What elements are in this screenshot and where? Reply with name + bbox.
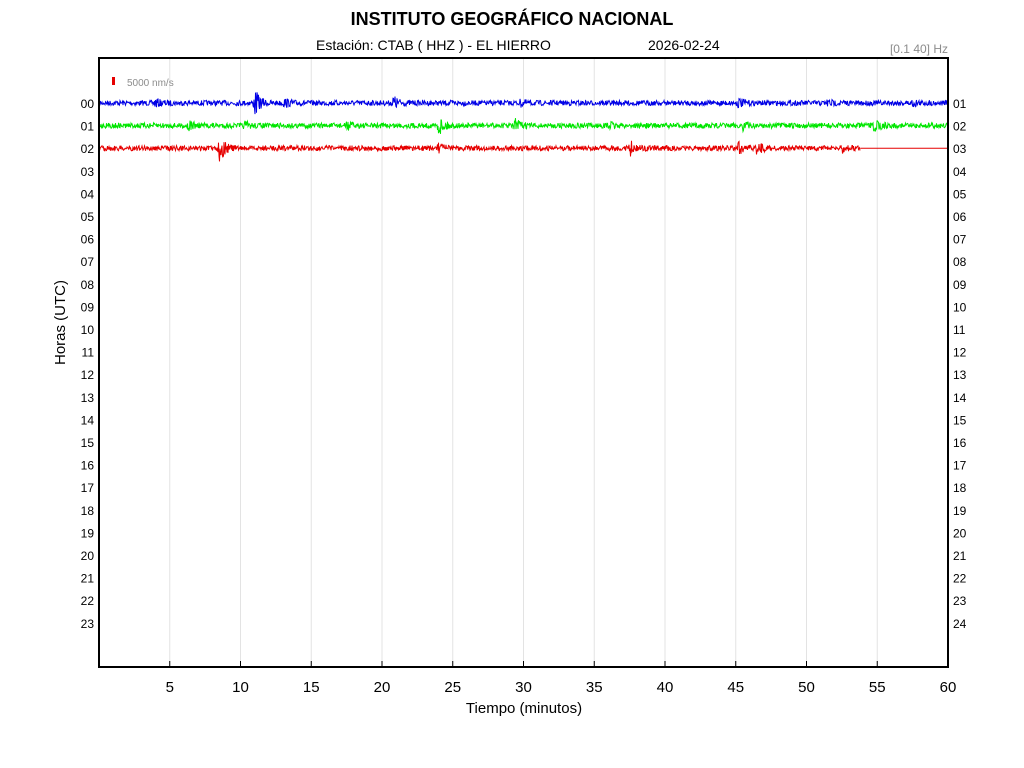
hour-label-left: 07 — [81, 255, 95, 269]
hour-label-left: 18 — [81, 504, 95, 518]
hour-label-left: 08 — [81, 278, 95, 292]
hour-label-right: 06 — [953, 210, 967, 224]
hour-label-left: 13 — [81, 391, 95, 405]
hour-label-right: 07 — [953, 233, 967, 247]
hour-label-right: 19 — [953, 504, 967, 518]
x-tick-label: 55 — [869, 679, 886, 696]
hour-label-left: 01 — [81, 120, 95, 134]
hour-label-right: 03 — [953, 142, 967, 156]
x-axis-label: Tiempo (minutos) — [465, 700, 583, 717]
scale-bar-label: 5000 nm/s — [127, 78, 174, 89]
x-tick-label: 60 — [940, 679, 957, 696]
hour-label-left: 16 — [81, 459, 95, 473]
hour-label-left: 22 — [81, 594, 95, 608]
y-axis-label: Horas (UTC) — [52, 280, 69, 365]
hour-label-left: 11 — [82, 346, 95, 360]
hour-label-right: 05 — [953, 187, 967, 201]
hour-label-right: 12 — [953, 346, 967, 360]
hour-label-right: 17 — [953, 459, 967, 473]
hour-label-right: 08 — [953, 255, 967, 269]
hour-label-right: 16 — [953, 436, 967, 450]
hour-label-right: 13 — [953, 368, 967, 382]
date-label: 2026-02-24 — [648, 37, 720, 53]
hour-label-left: 09 — [81, 300, 95, 314]
chart-title: INSTITUTO GEOGRÁFICO NACIONAL — [350, 9, 674, 29]
hour-label-left: 06 — [81, 233, 95, 247]
hour-label-right: 02 — [953, 120, 967, 134]
x-tick-label: 25 — [444, 679, 461, 696]
x-tick-label: 20 — [374, 679, 391, 696]
hour-label-right: 21 — [953, 549, 967, 563]
hour-label-left: 00 — [81, 97, 95, 111]
hour-label-right: 20 — [953, 526, 967, 540]
hour-label-left: 02 — [81, 142, 95, 156]
x-tick-label: 50 — [798, 679, 815, 696]
hour-label-left: 19 — [81, 526, 95, 540]
scale-bar — [112, 77, 115, 85]
x-tick-label: 30 — [515, 679, 532, 696]
hour-label-right: 01 — [953, 97, 967, 111]
hour-label-right: 22 — [953, 572, 967, 586]
hour-label-left: 17 — [81, 481, 95, 495]
x-tick-label: 5 — [166, 679, 174, 696]
x-tick-label: 45 — [727, 679, 744, 696]
hour-label-left: 10 — [81, 323, 95, 337]
x-tick-label: 10 — [232, 679, 249, 696]
x-tick-label: 15 — [303, 679, 320, 696]
hour-label-left: 21 — [81, 572, 95, 586]
hour-label-right: 11 — [953, 323, 966, 337]
hour-label-right: 18 — [953, 481, 967, 495]
seismic-trace-00 — [98, 92, 949, 115]
hour-label-right: 09 — [953, 278, 967, 292]
plot-frame — [98, 57, 949, 668]
x-tick-label: 40 — [657, 679, 674, 696]
x-tick-label: 35 — [586, 679, 603, 696]
hour-label-right: 15 — [953, 413, 967, 427]
hour-label-right: 04 — [953, 165, 967, 179]
hour-label-left: 14 — [81, 413, 95, 427]
hour-label-right: 23 — [953, 594, 967, 608]
hour-label-right: 10 — [953, 300, 967, 314]
seismic-trace-01 — [98, 118, 949, 134]
hour-label-left: 05 — [81, 210, 95, 224]
hour-label-left: 03 — [81, 165, 95, 179]
station-label: Estación: CTAB ( HHZ ) - EL HIERRO — [316, 37, 551, 53]
hour-label-right: 14 — [953, 391, 967, 405]
hour-label-right: 24 — [953, 617, 967, 631]
seismic-trace-02 — [98, 140, 861, 162]
filter-band-label: [0.1 40] Hz — [889, 42, 948, 56]
hour-label-left: 23 — [81, 617, 95, 631]
hour-label-left: 04 — [81, 187, 95, 201]
hour-label-left: 12 — [81, 368, 95, 382]
hour-label-left: 15 — [81, 436, 95, 450]
hour-label-left: 20 — [81, 549, 95, 563]
